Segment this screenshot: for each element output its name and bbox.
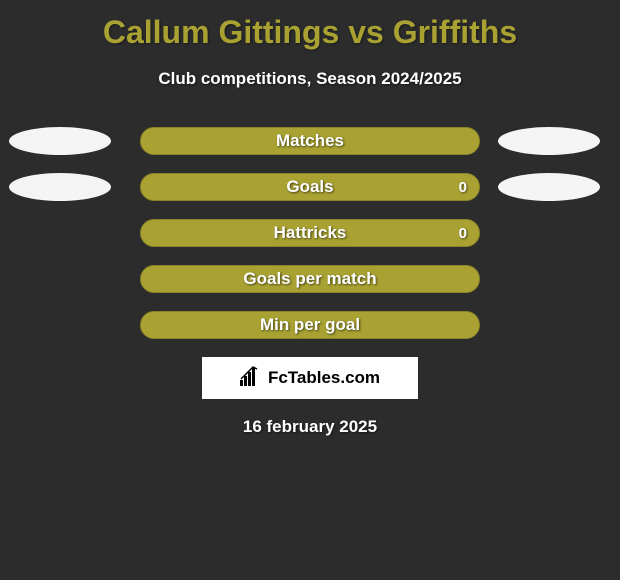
comparison-row: Hattricks0 (0, 219, 620, 247)
comparison-rows: MatchesGoals0Hattricks0Goals per matchMi… (0, 127, 620, 339)
logo-box: FcTables.com (202, 357, 418, 399)
left-value-ellipse (9, 127, 111, 155)
stat-bar: Min per goal (140, 311, 480, 339)
left-value-ellipse (9, 173, 111, 201)
comparison-row: Goals per match (0, 265, 620, 293)
stat-value-right: 0 (459, 220, 467, 246)
logo-chart-icon (240, 366, 262, 391)
logo-text: FcTables.com (268, 368, 380, 388)
stat-value-right: 0 (459, 174, 467, 200)
stat-bar: Goals0 (140, 173, 480, 201)
page-subtitle: Club competitions, Season 2024/2025 (0, 69, 620, 89)
stat-bar: Goals per match (140, 265, 480, 293)
page-date: 16 february 2025 (0, 417, 620, 437)
stat-label: Goals (141, 174, 479, 200)
stat-label: Goals per match (141, 266, 479, 292)
page-title: Callum Gittings vs Griffiths (0, 0, 620, 51)
stat-label: Matches (141, 128, 479, 154)
stat-bar: Matches (140, 127, 480, 155)
stat-label: Hattricks (141, 220, 479, 246)
comparison-row: Matches (0, 127, 620, 155)
comparison-row: Goals0 (0, 173, 620, 201)
comparison-row: Min per goal (0, 311, 620, 339)
right-value-ellipse (498, 173, 600, 201)
stat-bar: Hattricks0 (140, 219, 480, 247)
stat-label: Min per goal (141, 312, 479, 338)
right-value-ellipse (498, 127, 600, 155)
